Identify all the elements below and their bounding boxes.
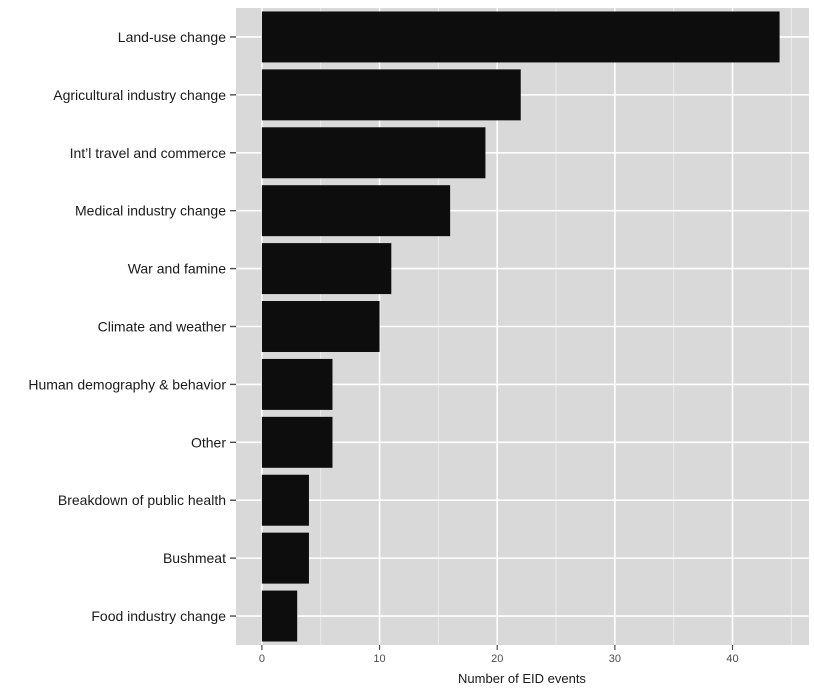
bar — [261, 474, 309, 526]
category-label: Agricultural industry change — [53, 87, 226, 103]
category-label: Human demography & behavior — [28, 376, 226, 392]
bar — [261, 416, 333, 468]
bar — [261, 301, 380, 352]
bar — [261, 69, 521, 121]
bar — [261, 532, 309, 584]
category-label: War and famine — [128, 261, 227, 277]
x-tick-label: 40 — [726, 653, 738, 665]
x-tick-label: 0 — [259, 653, 265, 665]
bars — [261, 11, 780, 642]
x-tick-label: 20 — [491, 653, 503, 665]
category-labels: Land-use change Agricultural industry cha… — [28, 29, 236, 624]
category-label: Land-use change — [118, 29, 226, 45]
x-tick-label: 10 — [373, 653, 385, 665]
category-label: Climate and weather — [98, 319, 227, 335]
x-tick-label: 30 — [609, 653, 621, 665]
bar — [261, 127, 486, 179]
category-label: Medical industry change — [75, 203, 226, 219]
bar — [261, 590, 298, 642]
category-label: Int’l travel and commerce — [70, 145, 227, 161]
category-label: Breakdown of public health — [58, 492, 226, 508]
bar — [261, 243, 392, 295]
x-axis-ticks: 0 10 20 30 40 — [259, 645, 739, 665]
bar — [261, 11, 780, 63]
category-label: Food industry change — [91, 608, 226, 624]
category-label: Bushmeat — [163, 550, 226, 566]
bar — [261, 185, 451, 237]
category-label: Other — [191, 434, 226, 450]
x-axis-title: Number of EID events — [458, 671, 586, 686]
bar — [261, 358, 333, 410]
